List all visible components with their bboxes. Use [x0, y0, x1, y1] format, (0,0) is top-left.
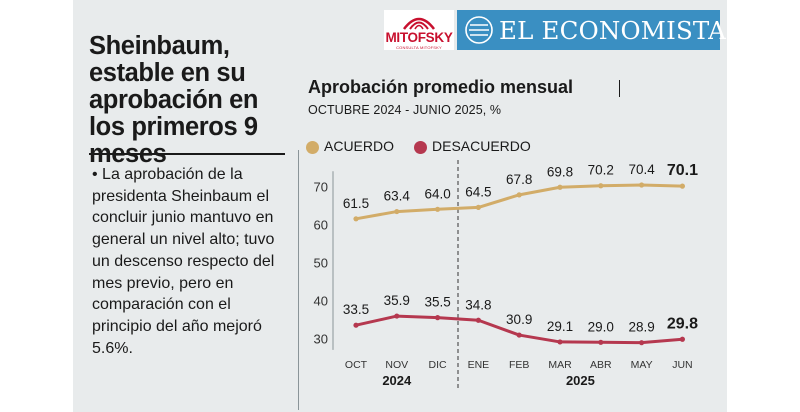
legend-desacuerdo-label: DESACUERDO: [432, 138, 531, 154]
data-label: 28.9: [628, 320, 654, 335]
data-point: [679, 336, 686, 342]
mitofsky-logo: MITOFSKY CONSULTA MITOFSKY: [384, 10, 454, 50]
data-point: [353, 216, 359, 222]
el-economista-emblem-icon: [465, 16, 493, 44]
x-tick-label: ENE: [468, 359, 490, 371]
data-point: [557, 184, 563, 190]
x-tick-label: OCT: [345, 359, 368, 371]
mitofsky-emblem-icon: [403, 17, 435, 30]
year-label: 2024: [382, 373, 412, 388]
y-tick-label: 50: [314, 256, 328, 271]
mitofsky-wordmark: MITOFSKY: [385, 30, 453, 45]
y-tick-label: 60: [314, 218, 328, 233]
legend-acuerdo-label: ACUERDO: [324, 138, 395, 154]
data-point: [679, 183, 686, 189]
x-tick-label: JUN: [672, 359, 692, 371]
chart-title-bar: [619, 80, 621, 97]
data-label: 70.2: [588, 163, 614, 178]
legend-desacuerdo-swatch: [414, 141, 427, 154]
data-label: 67.8: [506, 172, 532, 187]
x-tick-label: DIC: [429, 359, 448, 371]
x-tick-label: NOV: [385, 359, 408, 371]
year-label: 2025: [566, 373, 595, 388]
y-tick-label: 30: [314, 332, 328, 347]
y-tick-label: 40: [314, 294, 328, 309]
data-label: 33.5: [343, 302, 369, 317]
el-economista-wordmark: EL ECONOMISTA: [499, 16, 727, 45]
data-point: [639, 340, 645, 346]
y-tick-label: 70: [314, 180, 328, 195]
data-label: 29.0: [588, 319, 614, 334]
column-divider: [298, 150, 300, 410]
data-label: 63.4: [384, 189, 411, 204]
data-label: 69.8: [547, 164, 573, 179]
headline-divider: [89, 153, 285, 155]
data-label: 34.8: [465, 297, 491, 312]
data-label: 29.1: [547, 319, 573, 334]
data-point: [394, 208, 400, 215]
x-tick-label: MAY: [631, 359, 653, 371]
data-point: [435, 206, 441, 212]
x-tick-label: FEB: [509, 359, 529, 371]
chart-title: Aprobación promedio mensual: [308, 77, 574, 97]
data-point: [516, 192, 522, 198]
x-tick-label: ABR: [590, 359, 612, 371]
x-tick-label: MAR: [548, 359, 572, 371]
data-point: [516, 332, 522, 338]
chart-subtitle: OCTUBRE 2024 - JUNIO 2025, %: [308, 103, 502, 117]
data-label: 70.1: [667, 162, 698, 179]
data-label: 61.5: [343, 196, 369, 211]
data-point: [639, 182, 645, 188]
data-label: 64.5: [465, 184, 491, 199]
legend-acuerdo-swatch: [306, 141, 319, 154]
el-economista-logo: EL ECONOMISTA: [457, 10, 726, 50]
data-label: 29.8: [667, 315, 698, 332]
data-point: [353, 322, 359, 328]
data-point: [598, 183, 604, 189]
data-point: [598, 339, 604, 345]
data-label: 64.0: [424, 186, 450, 201]
data-label: 35.5: [424, 295, 450, 310]
data-point: [475, 317, 481, 323]
data-point: [435, 315, 441, 321]
mitofsky-tagline: CONSULTA MITOFSKY: [396, 45, 442, 50]
data-label: 70.4: [628, 162, 655, 177]
data-point: [475, 204, 481, 210]
data-point: [394, 313, 400, 319]
data-label: 35.9: [384, 293, 410, 308]
body-paragraph: • La aprobación de la presidenta Sheinba…: [92, 166, 275, 357]
data-point: [557, 339, 563, 345]
data-label: 30.9: [506, 312, 532, 327]
